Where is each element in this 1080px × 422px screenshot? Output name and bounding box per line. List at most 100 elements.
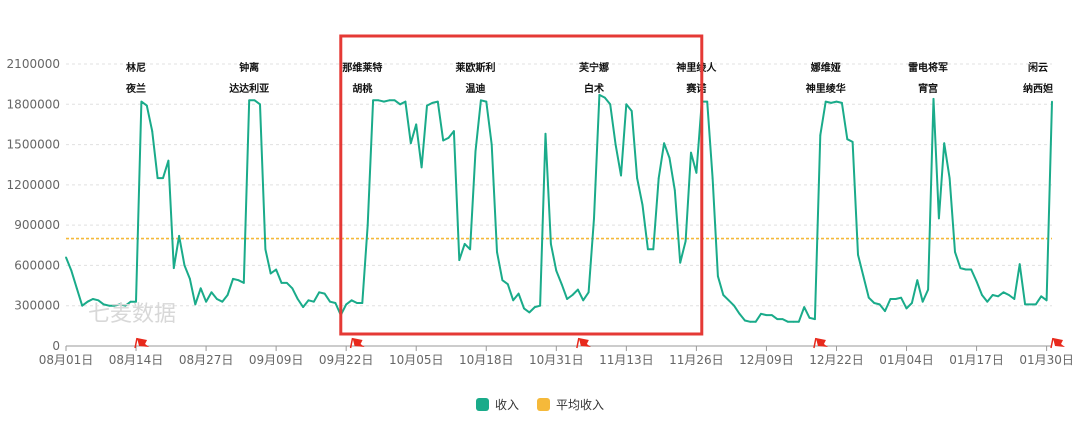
series-layer bbox=[65, 93, 1053, 323]
income-data-point bbox=[582, 299, 585, 302]
annotation-label: 胡桃 bbox=[352, 82, 372, 95]
x-tick-label: 09月09日 bbox=[249, 353, 304, 367]
legend-item-income[interactable]: 收入 bbox=[475, 396, 519, 413]
income-data-point bbox=[770, 314, 773, 316]
flag-pole bbox=[134, 337, 138, 349]
income-data-point bbox=[242, 282, 245, 284]
income-data-point bbox=[404, 100, 407, 103]
income-data-point bbox=[264, 248, 267, 251]
annotation-label: 林尼 bbox=[126, 61, 146, 74]
legend: 收入 平均收入 bbox=[0, 396, 1080, 413]
income-data-point bbox=[878, 303, 881, 306]
income-data-point bbox=[808, 316, 811, 319]
y-tick-label: 0 bbox=[52, 339, 60, 353]
annotation-label: 娜维娅 bbox=[811, 61, 841, 74]
income-data-point bbox=[323, 292, 326, 295]
annotation-label: 达达利亚 bbox=[229, 82, 269, 95]
x-tick-label: 12月22日 bbox=[809, 353, 864, 367]
income-data-point bbox=[620, 174, 622, 177]
income-data-point bbox=[496, 251, 498, 253]
income-data-point bbox=[846, 138, 849, 141]
legend-swatch-average bbox=[537, 398, 550, 411]
income-data-point bbox=[1002, 291, 1005, 294]
income-data-point bbox=[749, 320, 752, 323]
income-data-point bbox=[506, 283, 509, 286]
income-data-point bbox=[210, 291, 213, 294]
income-data-point bbox=[172, 267, 175, 269]
income-data-point bbox=[884, 310, 886, 312]
legend-item-average[interactable]: 平均收入 bbox=[537, 396, 604, 413]
income-data-point bbox=[684, 240, 687, 243]
income-data-point bbox=[647, 248, 649, 251]
income-data-point bbox=[959, 267, 962, 269]
annotation-label: 闲云 bbox=[1028, 61, 1048, 74]
highlight-box bbox=[339, 34, 704, 336]
income-data-point bbox=[921, 300, 924, 303]
income-data-point bbox=[1051, 100, 1053, 103]
income-data-point bbox=[409, 142, 412, 145]
income-data-point bbox=[652, 248, 655, 251]
income-data-point bbox=[964, 268, 967, 271]
income-data-point bbox=[550, 243, 552, 245]
income-data-point bbox=[1029, 303, 1032, 306]
income-data-point bbox=[280, 282, 283, 284]
income-data-point bbox=[873, 302, 876, 304]
income-data-point bbox=[442, 139, 445, 142]
income-data-point bbox=[221, 300, 224, 303]
income-data-point bbox=[480, 99, 482, 102]
income-data-point bbox=[841, 102, 843, 104]
annotation-label: 神里绫华 bbox=[806, 82, 846, 95]
income-data-point bbox=[453, 130, 455, 133]
income-data-point bbox=[286, 282, 288, 284]
income-data-point bbox=[544, 132, 547, 135]
x-tick-label: 08月27日 bbox=[179, 353, 234, 367]
income-data-point bbox=[361, 302, 364, 304]
flag-cloth bbox=[137, 338, 150, 347]
income-data-point bbox=[296, 298, 299, 300]
income-data-point bbox=[717, 275, 719, 278]
income-data-point bbox=[75, 287, 78, 290]
x-tick-label: 01月17日 bbox=[949, 353, 1004, 367]
income-data-point bbox=[587, 291, 590, 294]
income-data-point bbox=[981, 294, 983, 296]
income-data-point bbox=[814, 318, 816, 320]
income-data-point bbox=[571, 294, 574, 296]
flag-pole bbox=[349, 337, 354, 349]
flag-cloth bbox=[1053, 338, 1065, 347]
income-data-point bbox=[269, 272, 272, 275]
highlight-box-layer bbox=[339, 34, 704, 336]
annotation-label: 温迪 bbox=[465, 82, 485, 95]
income-data-point bbox=[555, 269, 558, 272]
legend-swatch-income bbox=[475, 398, 489, 411]
income-data-point bbox=[560, 283, 563, 286]
income-data-point bbox=[431, 102, 434, 104]
income-data-point bbox=[318, 291, 321, 294]
income-data-point bbox=[194, 303, 197, 306]
income-data-point bbox=[140, 100, 143, 103]
y-tick-label: 300000 bbox=[14, 299, 60, 313]
income-data-point bbox=[668, 157, 671, 159]
annotation-label: 莱欧斯利 bbox=[455, 61, 495, 74]
income-data-point bbox=[162, 177, 164, 180]
flag-icon bbox=[349, 337, 365, 349]
income-data-point bbox=[124, 304, 127, 307]
x-tick-label: 10月05日 bbox=[389, 353, 444, 367]
income-data-point bbox=[867, 296, 870, 299]
income-data-point bbox=[216, 298, 218, 300]
x-tick-label: 11月13日 bbox=[599, 353, 654, 367]
income-data-point bbox=[490, 143, 493, 146]
income-data-point bbox=[92, 298, 94, 300]
income-data-point bbox=[603, 96, 606, 99]
income-data-point bbox=[108, 304, 110, 307]
income-data-point bbox=[469, 248, 471, 251]
income-data-point bbox=[102, 303, 105, 306]
income-data-point bbox=[189, 278, 191, 280]
income-data-point bbox=[458, 259, 461, 261]
income-data-point bbox=[366, 224, 369, 227]
income-data-point bbox=[760, 312, 762, 315]
flag-icon bbox=[1050, 337, 1065, 349]
flag-icon bbox=[576, 337, 591, 349]
income-data-point bbox=[997, 295, 999, 298]
axes: 0 300000 600000 900000 1200000 1500000 1800000… bbox=[7, 57, 1074, 367]
income-data-point bbox=[329, 300, 331, 303]
